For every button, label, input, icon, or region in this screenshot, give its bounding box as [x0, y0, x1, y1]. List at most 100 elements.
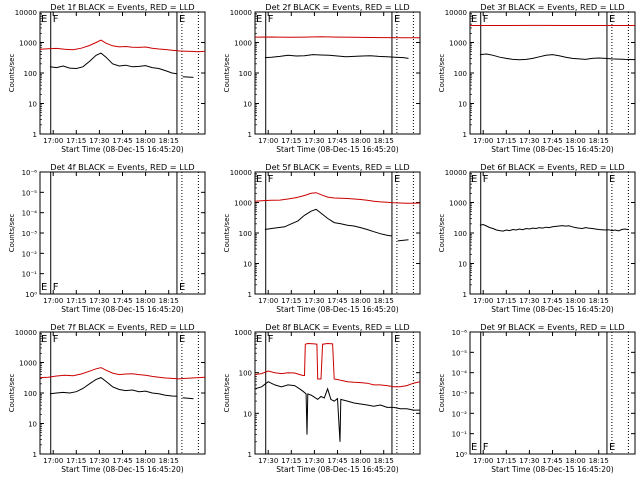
x-tick-label: 18:15 — [159, 297, 179, 305]
marker-letter: F — [268, 14, 274, 25]
x-tick-label: 17:15 — [496, 137, 516, 145]
x-tick-label: 18:15 — [374, 137, 394, 145]
x-tick-label: 18:00 — [351, 457, 371, 465]
y-tick-label: 10⁻⁴ — [452, 370, 468, 378]
x-axis-label: Start Time (08-Dec-15 16:45:20) — [61, 305, 183, 314]
y-tick-label: 100 — [239, 230, 252, 238]
y-tick-label: 10 — [243, 410, 252, 418]
series-events-black — [255, 382, 420, 442]
y-tick-label: 100 — [239, 370, 252, 378]
x-tick-label: 17:00 — [473, 457, 493, 465]
y-tick-label: 1 — [463, 291, 467, 299]
y-tick-label: 10⁻¹ — [452, 431, 468, 439]
panel-title: Det 5f BLACK = Events, RED = LLD — [265, 162, 409, 172]
y-axis-label: Counts/sec — [223, 214, 231, 253]
marker-letter: E — [41, 282, 47, 293]
x-tick-label: 17:45 — [327, 457, 347, 465]
y-tick-label: 100 — [24, 390, 37, 398]
x-tick-label: 17:15 — [281, 297, 301, 305]
x-tick-label: 17:15 — [281, 137, 301, 145]
y-tick-label: 1000 — [234, 200, 252, 208]
y-tick-label: 1 — [248, 131, 252, 139]
y-tick-label: 1000 — [19, 360, 37, 368]
y-tick-label: 10 — [28, 421, 37, 429]
y-tick-label: 1 — [33, 451, 37, 459]
x-tick-label: 17:00 — [258, 137, 278, 145]
x-tick-label: 18:15 — [374, 297, 394, 305]
y-tick-label: 10⁻⁶ — [452, 329, 468, 337]
panel-title: Det 4f BLACK = Events, RED = LLD — [50, 162, 194, 172]
series-lld-red — [255, 193, 420, 204]
series-lld-red — [40, 368, 205, 379]
series-events-black-segment — [183, 398, 194, 399]
series-events-black — [480, 225, 629, 232]
x-tick-label: 18:15 — [374, 457, 394, 465]
panel-det-9: Det 9f BLACK = Events, RED = LLDCounts/s… — [438, 322, 635, 474]
y-tick-label: 1000 — [449, 40, 467, 48]
y-tick-label: 100 — [239, 70, 252, 78]
x-tick-label: 17:45 — [112, 137, 132, 145]
marker-letter: E — [471, 14, 477, 25]
plot-frame — [40, 172, 205, 294]
y-tick-label: 10000 — [15, 329, 37, 337]
x-tick-label: 17:30 — [89, 137, 109, 145]
y-tick-label: 10⁻² — [22, 250, 38, 258]
y-tick-label: 10000 — [230, 169, 252, 177]
x-axis-label: Start Time (08-Dec-15 16:45:20) — [491, 465, 613, 474]
marker-letter: E — [256, 14, 262, 25]
x-tick-label: 17:30 — [89, 297, 109, 305]
panel-det-8: Det 8f BLACK = Events, RED = LLDCounts/s… — [223, 322, 420, 474]
x-tick-label: 18:00 — [351, 137, 371, 145]
x-tick-label: 17:45 — [542, 457, 562, 465]
panel-title: Det 3f BLACK = Events, RED = LLD — [480, 2, 624, 12]
x-tick-label: 17:15 — [66, 297, 86, 305]
marker-letter: E — [256, 174, 262, 185]
series-lld-red — [255, 344, 420, 387]
panel-title: Det 1f BLACK = Events, RED = LLD — [50, 2, 194, 12]
x-tick-label: 17:15 — [496, 457, 516, 465]
y-axis-label: Counts/sec — [223, 374, 231, 413]
series-events-black-segment — [398, 240, 409, 241]
series-events-black — [50, 378, 177, 397]
x-tick-label: 17:00 — [43, 297, 63, 305]
series-events-black — [265, 209, 392, 236]
x-tick-label: 17:30 — [304, 297, 324, 305]
y-axis-label: Counts/sec — [8, 214, 16, 253]
x-tick-label: 17:00 — [43, 457, 63, 465]
y-tick-label: 10 — [243, 261, 252, 269]
x-tick-label: 17:15 — [281, 457, 301, 465]
x-tick-label: 17:45 — [112, 297, 132, 305]
x-tick-label: 18:15 — [159, 457, 179, 465]
plot-frame — [255, 332, 420, 454]
marker-letter: F — [268, 334, 274, 345]
x-axis-label: Start Time (08-Dec-15 16:45:20) — [491, 305, 613, 314]
panel-title: Det 9f BLACK = Events, RED = LLD — [480, 322, 624, 332]
y-tick-label: 100 — [454, 70, 467, 78]
plot-frame — [470, 332, 635, 454]
x-tick-label: 18:00 — [136, 297, 156, 305]
x-axis-label: Start Time (08-Dec-15 16:45:20) — [61, 145, 183, 154]
marker-letter: E — [394, 14, 400, 25]
x-tick-label: 18:15 — [589, 297, 609, 305]
y-tick-label: 10⁻⁴ — [22, 210, 38, 218]
x-tick-label: 17:30 — [258, 457, 278, 465]
marker-letter: F — [53, 334, 59, 345]
series-lld-red — [40, 40, 205, 52]
x-tick-label: 17:15 — [66, 457, 86, 465]
x-tick-label: 17:00 — [43, 137, 63, 145]
x-tick-label: 17:30 — [304, 137, 324, 145]
y-tick-label: 1 — [463, 131, 467, 139]
marker-letter: F — [483, 14, 489, 25]
y-tick-label: 10 — [458, 101, 467, 109]
y-tick-label: 10 — [28, 101, 37, 109]
y-tick-label: 10000 — [230, 9, 252, 17]
series-lld-red — [255, 37, 420, 38]
x-tick-label: 17:00 — [473, 297, 493, 305]
panel-title: Det 2f BLACK = Events, RED = LLD — [265, 2, 409, 12]
x-tick-label: 17:15 — [496, 297, 516, 305]
x-tick-label: 18:15 — [589, 137, 609, 145]
marker-letter: E — [179, 14, 185, 25]
x-tick-label: 17:30 — [89, 457, 109, 465]
x-axis-label: Start Time (08-Dec-15 16:45:20) — [276, 305, 398, 314]
